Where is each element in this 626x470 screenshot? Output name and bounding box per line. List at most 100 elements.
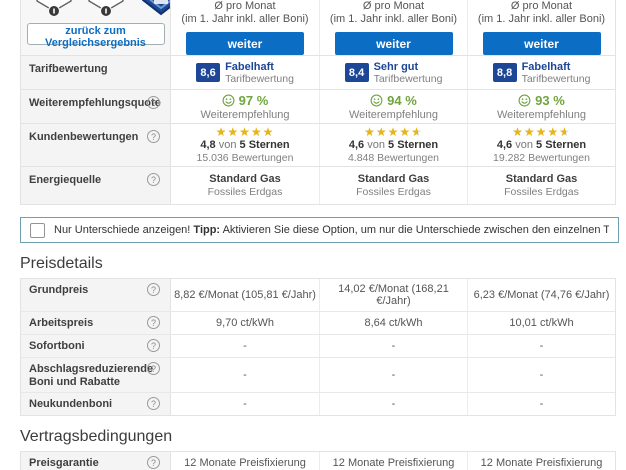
vertragsbedingungen-table: Preisgarantie ? 12 Monate Preisfixierung… (20, 451, 616, 470)
row-arbeitspreis: Arbeitspreis ? 9,70 ct/kWh 8,64 ct/kWh 1… (21, 312, 615, 335)
energy-cell: Standard Gas Fossiles Erdgas (171, 167, 319, 204)
row-label: Kundenbewertungen ? (21, 124, 171, 166)
value-cell: - (243, 398, 247, 410)
value-cell: - (243, 340, 247, 352)
row-label: Arbeitspreis ? (21, 312, 171, 334)
smiley-icon (370, 94, 383, 106)
value-cell: - (467, 393, 615, 415)
energy-cell: Standard Gas Fossiles Erdgas (319, 167, 467, 204)
score-sublabel: Tarifbewertung (373, 72, 443, 85)
row-tarifbewertung: Tarifbewertung 8,6 Fabelhaft Tarifbewert… (21, 56, 615, 90)
continue-button[interactable]: weiter (482, 32, 601, 55)
row-grundpreis: Grundpreis ? 8,82 €/Monat (105,81 €/Jahr… (21, 279, 615, 312)
tarif-score-cell: 8,6 Fabelhaft Tarifbewertung (171, 56, 319, 89)
certification-badges (21, 0, 170, 16)
back-to-results-button[interactable]: zurück zum Vergleichsergebnis (26, 23, 165, 49)
help-icon[interactable]: ? (147, 339, 160, 352)
energy-type: Standard Gas (505, 172, 578, 185)
help-icon[interactable]: ? (147, 173, 160, 186)
row-kundenbewertungen: Kundenbewertungen ? ★★★★★ ★★★★★ 4,8 von … (21, 124, 615, 167)
avg-price-label: Ø pro Monat (510, 0, 573, 12)
recommend-cell: 97 % Weiterempfehlung (171, 90, 319, 123)
value-cell: 9,70 ct/kWh (215, 317, 275, 329)
score-sublabel: Tarifbewertung (225, 72, 294, 85)
avg-price-sublabel: (im 1. Jahr inkl. aller Boni) (181, 13, 309, 25)
help-icon[interactable]: ? (147, 316, 160, 329)
score-word: Fabelhaft (225, 60, 274, 73)
reviews-cell: ★★★★★ ★★★★★ 4,6 von 5 Sternen 19.282 Bew… (467, 124, 615, 166)
row-label: Grundpreis ? (21, 279, 171, 311)
value-cell: 8,82 €/Monat (105,81 €/Jahr) (174, 289, 316, 301)
row-label: Weiterempfehlungsquote ? (21, 90, 171, 123)
header-left-cell: zurück zum Vergleichsergebnis (21, 0, 171, 55)
rating-value: 4,6 (496, 138, 513, 151)
reviews-cell: ★★★★★ ★★★★★ 4,6 von 5 Sternen 4.848 Bewe… (319, 124, 467, 166)
recommend-percent: 93 % (535, 92, 565, 108)
help-icon[interactable]: ? (147, 397, 160, 410)
value-cell: - (243, 369, 247, 381)
value-cell: 12 Monate Preisfixierung (467, 452, 615, 470)
row-preisgarantie: Preisgarantie ? 12 Monate Preisfixierung… (21, 452, 615, 470)
row-energiequelle: Energiequelle ? Standard Gas Fossiles Er… (21, 167, 615, 204)
score-sublabel: Tarifbewertung (521, 72, 591, 85)
value-cell: - (319, 358, 467, 392)
rating-value: 4,8 (200, 138, 216, 151)
energy-source: Fossiles Erdgas (356, 185, 431, 198)
help-icon[interactable]: ? (147, 96, 160, 109)
avg-price-sublabel: (im 1. Jahr inkl. aller Boni) (477, 13, 606, 25)
reviews-cell: ★★★★★ ★★★★★ 4,8 von 5 Sternen 15.036 Bew… (171, 124, 319, 166)
show-differences-checkbox[interactable] (30, 222, 45, 238)
show-differences-label: Nur Unterschiede anzeigen! Tipp: Aktivie… (54, 224, 609, 236)
score-word: Sehr gut (373, 60, 419, 73)
row-weiterempfehlungsquote: Weiterempfehlungsquote ? 97 % Weiterempf… (21, 90, 615, 124)
help-icon[interactable]: ? (147, 456, 160, 469)
tarif-score-cell: 8,8 Fabelhaft Tarifbewertung (467, 56, 615, 89)
continue-button[interactable]: weiter (334, 32, 453, 55)
preisdetails-table: Grundpreis ? 8,82 €/Monat (105,81 €/Jahr… (20, 278, 616, 416)
avg-price-label: Ø pro Monat (362, 0, 425, 12)
star-rating: ★★★★★ ★★★★★ (215, 124, 275, 139)
avg-price-label: Ø pro Monat (214, 0, 276, 12)
row-label: Energiequelle ? (21, 167, 171, 204)
rating-value: 4,6 (348, 138, 365, 151)
score-badge: 8,4 (344, 63, 369, 82)
comparison-table: zurück zum Vergleichsergebnis Ø pro Mona… (20, 0, 616, 205)
section-title-vertragsbedingungen: Vertragsbedingungen (20, 428, 173, 445)
value-cell: 6,23 €/Monat (74,76 €/Jahr) (467, 279, 615, 311)
continue-button[interactable]: weiter (186, 32, 304, 55)
value-cell: 12 Monate Preisfixierung (184, 457, 306, 469)
star-rating: ★★★★★ ★★★★★ (512, 124, 571, 139)
smiley-icon (222, 94, 235, 106)
value-cell: 12 Monate Preisfixierung (319, 452, 467, 470)
value-cell: 10,01 ct/kWh (467, 312, 615, 334)
recommend-sublabel: Weiterempfehlung (496, 108, 587, 121)
recommend-percent: 97 % (238, 92, 269, 108)
row-label: Tarifbewertung (21, 56, 171, 89)
star-rating: ★★★★★ ★★★★★ (364, 124, 423, 139)
value-cell: 14,02 €/Monat (168,21 €/Jahr) (319, 279, 467, 311)
energy-source: Fossiles Erdgas (504, 185, 579, 198)
row-abschlagsboni: Abschlagsreduzierende Boni und Rabatte ?… (21, 358, 615, 393)
energy-source: Fossiles Erdgas (207, 185, 283, 198)
show-differences-box: Nur Unterschiede anzeigen! Tipp: Aktivie… (20, 217, 619, 243)
avg-price-sublabel: (im 1. Jahr inkl. aller Boni) (329, 13, 458, 25)
score-badge: 8,8 (492, 63, 517, 82)
energy-cell: Standard Gas Fossiles Erdgas (467, 167, 615, 204)
recommend-sublabel: Weiterempfehlung (200, 108, 290, 121)
recommend-cell: 93 % Weiterempfehlung (467, 90, 615, 123)
help-icon[interactable]: ? (147, 130, 160, 143)
value-cell: - (319, 393, 467, 415)
tariff-column-header: Ø pro Monat (im 1. Jahr inkl. aller Boni… (319, 0, 467, 55)
row-neukundenboni: Neukundenboni ? - - - (21, 393, 615, 415)
review-count: 4.848 Bewertungen (347, 151, 440, 164)
smiley-icon (518, 94, 531, 106)
tariff-column-header: Ø pro Monat (im 1. Jahr inkl. aller Boni… (171, 0, 319, 55)
review-count: 19.282 Bewertungen (493, 151, 590, 164)
value-cell: - (467, 335, 615, 357)
tariff-column-header: Ø pro Monat (im 1. Jahr inkl. aller Boni… (467, 0, 615, 55)
help-icon[interactable]: ? (147, 362, 160, 375)
row-label: Neukundenboni ? (21, 393, 171, 415)
row-label: Sofortboni ? (21, 335, 171, 357)
help-icon[interactable]: ? (147, 283, 160, 296)
